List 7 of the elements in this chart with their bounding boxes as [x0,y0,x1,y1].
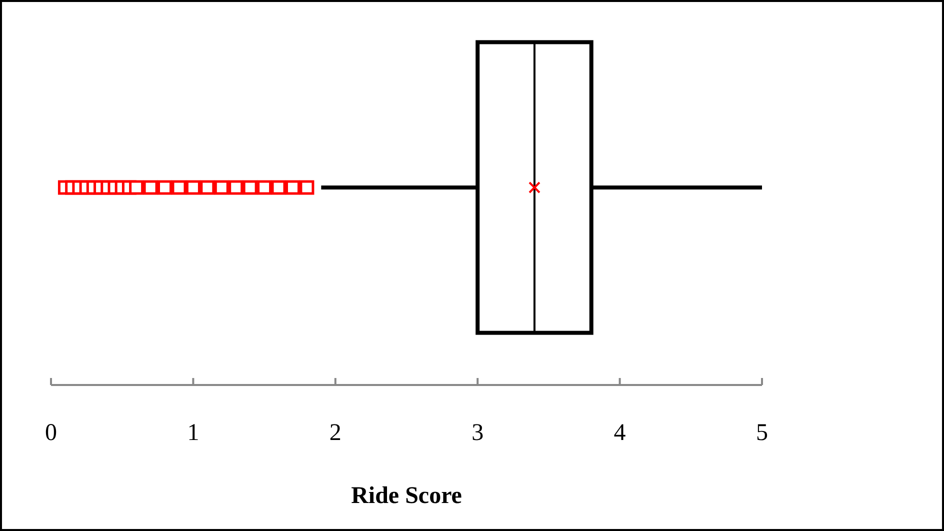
x-tick-label: 0 [45,420,57,446]
x-axis-title: Ride Score [351,483,462,509]
x-tick-label: 4 [614,420,626,446]
x-tick-label: 2 [329,420,342,446]
x-tick-label: 1 [187,420,200,446]
x-tick-label: 5 [756,420,768,446]
x-tick-label: 3 [472,420,484,446]
